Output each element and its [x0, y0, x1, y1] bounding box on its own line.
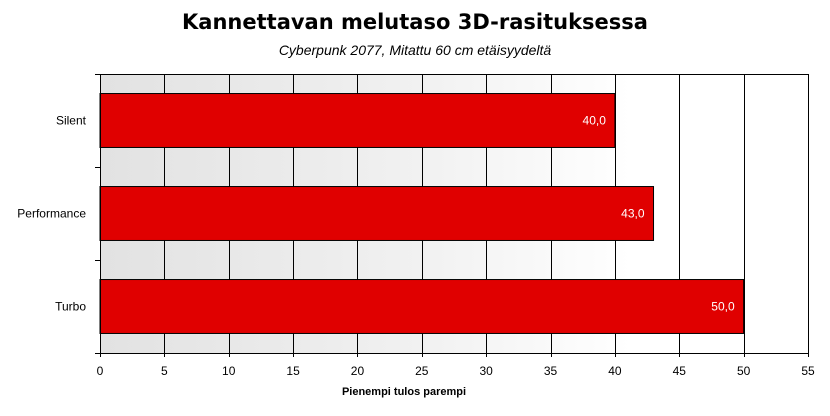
x-tick-label: 30	[480, 364, 494, 378]
chart-title: Kannettavan melutaso 3D-rasituksessa	[182, 10, 648, 34]
bar-performance	[99, 186, 655, 241]
x-tick-label: 50	[737, 364, 751, 378]
x-tick-label: 25	[415, 364, 429, 378]
x-axis-title: Pienempi tulos parempi	[342, 386, 466, 398]
x-tick-label: 5	[161, 364, 168, 378]
x-tick-label: 20	[351, 364, 365, 378]
labels: 0 5 10 15 20 25 30 35 40 45 50 55 40,0 Silent 43,0 Perf…	[17, 114, 815, 399]
x-tick-label: 40	[608, 364, 622, 378]
x-tick-label: 10	[222, 364, 236, 378]
bar-turbo	[99, 279, 745, 334]
x-tick-label: 45	[673, 364, 687, 378]
x-tick-label: 55	[801, 364, 815, 378]
bar-silent	[99, 93, 616, 148]
x-tick-label: 0	[97, 364, 104, 378]
category-label: Performance	[17, 207, 86, 221]
category-label: Silent	[56, 114, 87, 128]
x-tick-label: 15	[286, 364, 300, 378]
category-label: Turbo	[55, 300, 86, 314]
x-tick-label: 35	[544, 364, 558, 378]
data-label: 50,0	[711, 300, 735, 314]
chart-subtitle: Cyberpunk 2077, Mitattu 60 cm etäisyydel…	[278, 42, 552, 58]
data-label: 40,0	[583, 114, 607, 128]
axes	[95, 74, 809, 357]
data-label: 43,0	[621, 207, 645, 221]
